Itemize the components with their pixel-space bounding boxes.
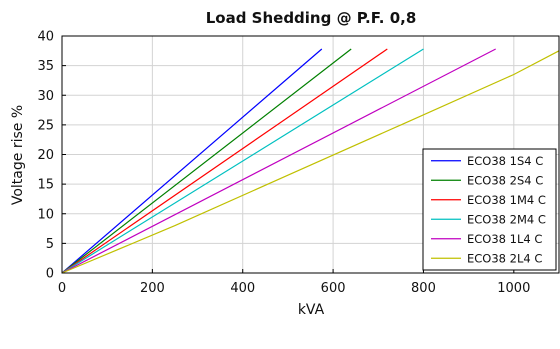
x-tick-label: 800 (411, 281, 436, 296)
series-layer (61, 48, 560, 274)
legend-label: ECO38 2M4 C (467, 212, 546, 226)
y-tick-label: 10 (37, 207, 54, 222)
legend-box (422, 148, 557, 271)
series-line (61, 48, 388, 274)
x-tick-label: 0 (58, 281, 66, 296)
x-tick-label: 200 (140, 281, 165, 296)
y-tick-label: 15 (37, 178, 54, 193)
legend-label: ECO38 1S4 C (467, 154, 543, 168)
y-tick-label: 40 (37, 30, 54, 45)
y-tick-label: 0 (46, 267, 54, 282)
ticks: 0 200 400 600 800 1000 0 5 10 15 20 25 30 35 40 (37, 30, 530, 297)
y-tick-label: 30 (37, 89, 54, 104)
x-tick-label: 1000 (497, 281, 530, 296)
y-axis-label: Voltage rise % (10, 105, 26, 205)
x-axis-label: kVA (298, 302, 325, 318)
legend-label: ECO38 1M4 C (467, 193, 546, 207)
series-line (61, 48, 352, 274)
legend: ECO38 1S4 C ECO38 2S4 C ECO38 1M4 C ECO38 2… (422, 148, 557, 271)
series-line (61, 48, 424, 274)
series-line (61, 48, 323, 274)
y-tick-label: 5 (46, 237, 54, 252)
series-line (61, 48, 496, 274)
series-line (61, 50, 560, 274)
y-tick-label: 20 (37, 148, 54, 163)
legend-label: ECO38 1L4 C (467, 232, 542, 246)
y-tick-label: 25 (37, 118, 54, 133)
chart-title: Load Shedding @ P.F. 0,8 (206, 9, 417, 27)
y-tick-label: 35 (37, 59, 54, 74)
x-tick-label: 400 (230, 281, 255, 296)
legend-label: ECO38 2L4 C (467, 251, 542, 265)
x-tick-label: 600 (321, 281, 346, 296)
legend-label: ECO38 2S4 C (467, 173, 543, 187)
